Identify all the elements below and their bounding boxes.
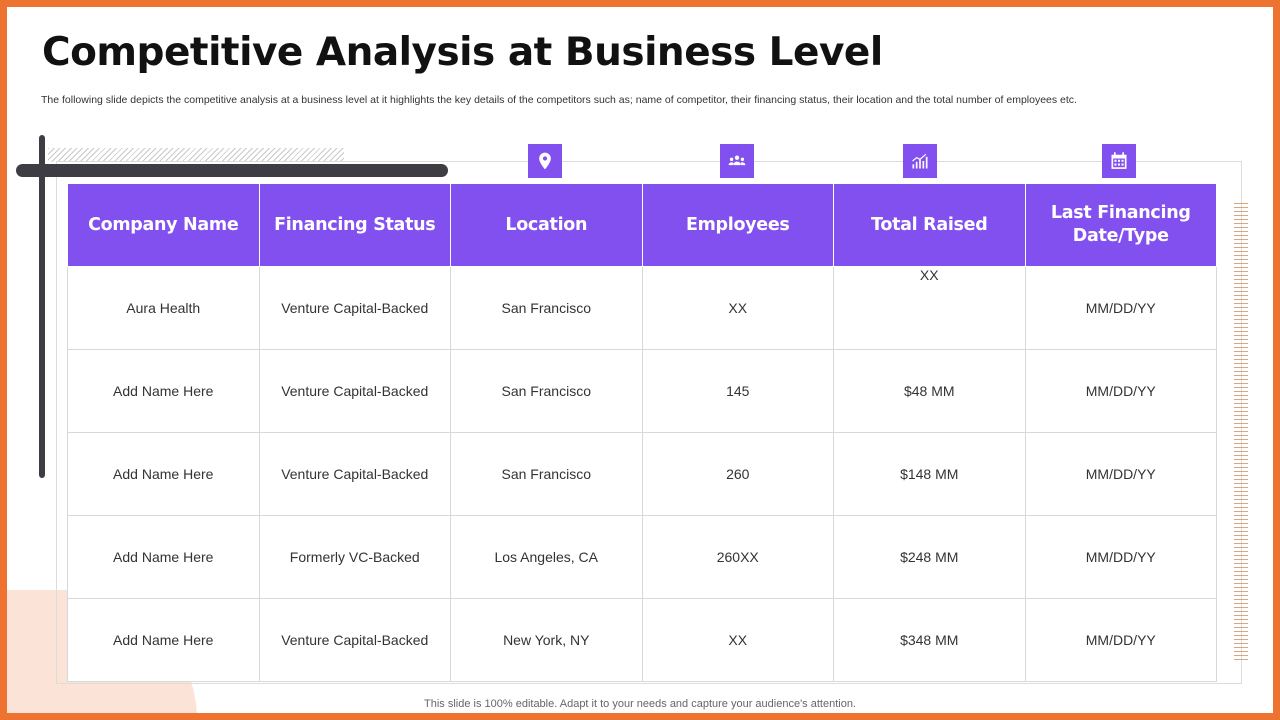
- table-header-row: Company Name Financing Status Location E…: [67, 183, 1217, 267]
- cell-employees: 145: [641, 349, 834, 433]
- table-row: Add Name Here Venture Capital-Backed New…: [67, 598, 1217, 682]
- decorative-stripes: [1234, 203, 1248, 661]
- cell-total-raised: XX: [833, 266, 1026, 350]
- decorative-vertical-bar: [39, 135, 45, 478]
- cell-last-financing: MM/DD/YY: [1024, 515, 1217, 599]
- decorative-horizontal-bar: [16, 164, 448, 177]
- cell-location: San Francisco: [450, 432, 643, 516]
- slide-footer: This slide is 100% editable. Adapt it to…: [424, 698, 856, 710]
- cell-company-name: Add Name Here: [67, 432, 260, 516]
- cell-location: New York, NY: [450, 598, 643, 682]
- slide-description: The following slide depicts the competit…: [41, 94, 1077, 106]
- cell-total-raised: $148 MM: [833, 432, 1026, 516]
- header-total-raised: Total Raised: [833, 183, 1026, 267]
- table-row: Add Name Here Venture Capital-Backed San…: [67, 349, 1217, 433]
- calendar-icon: [1102, 144, 1136, 178]
- cell-company-name: Aura Health: [67, 266, 260, 350]
- cell-financing-status: Venture Capital-Backed: [258, 266, 451, 350]
- cell-company-name: Add Name Here: [67, 598, 260, 682]
- header-company-name: Company Name: [67, 183, 260, 267]
- cell-company-name: Add Name Here: [67, 349, 260, 433]
- table-row: Add Name Here Formerly VC-Backed Los Ang…: [67, 515, 1217, 599]
- table-row: Aura Health Venture Capital-Backed San F…: [67, 266, 1217, 350]
- cell-location: San Francisco: [450, 266, 643, 350]
- cell-financing-status: Venture Capital-Backed: [258, 598, 451, 682]
- cell-total-raised: $348 MM: [833, 598, 1026, 682]
- slide-title: Competitive Analysis at Business Level: [42, 30, 883, 75]
- cell-financing-status: Formerly VC-Backed: [258, 515, 451, 599]
- cell-employees: XX: [641, 266, 834, 350]
- cell-last-financing: MM/DD/YY: [1024, 266, 1217, 350]
- cell-financing-status: Venture Capital-Backed: [258, 349, 451, 433]
- table-row: Add Name Here Venture Capital-Backed San…: [67, 432, 1217, 516]
- cell-last-financing: MM/DD/YY: [1024, 432, 1217, 516]
- cell-last-financing: MM/DD/YY: [1024, 598, 1217, 682]
- competitor-table: Company Name Financing Status Location E…: [67, 183, 1217, 682]
- decorative-hatch: [48, 148, 344, 162]
- cell-location: San Francisco: [450, 349, 643, 433]
- header-location: Location: [450, 183, 643, 267]
- header-employees: Employees: [641, 183, 834, 267]
- header-last-financing: Last Financing Date/Type: [1024, 183, 1217, 267]
- cell-employees: 260XX: [641, 515, 834, 599]
- cell-employees: 260: [641, 432, 834, 516]
- people-group-icon: [720, 144, 754, 178]
- cell-employees: XX: [641, 598, 834, 682]
- cell-location: Los Angeles, CA: [450, 515, 643, 599]
- header-financing-status: Financing Status: [258, 183, 451, 267]
- cell-company-name: Add Name Here: [67, 515, 260, 599]
- cell-last-financing: MM/DD/YY: [1024, 349, 1217, 433]
- location-pin-icon: [528, 144, 562, 178]
- cell-total-raised: $48 MM: [833, 349, 1026, 433]
- cell-financing-status: Venture Capital-Backed: [258, 432, 451, 516]
- bar-chart-growth-icon: [903, 144, 937, 178]
- cell-total-raised: $248 MM: [833, 515, 1026, 599]
